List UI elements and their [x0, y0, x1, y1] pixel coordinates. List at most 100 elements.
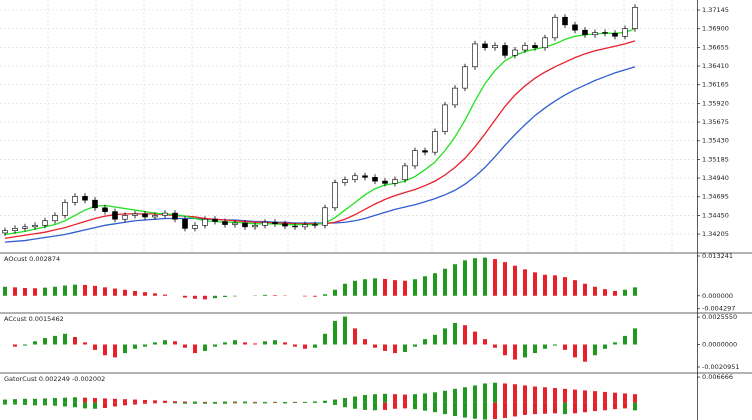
histogram-bar — [193, 295, 197, 299]
histogram-bar — [193, 401, 197, 403]
histogram-bar — [453, 402, 457, 417]
histogram-bar — [263, 294, 267, 296]
histogram-bar — [423, 402, 427, 411]
histogram-bar — [73, 284, 77, 296]
histogram-bar — [413, 394, 417, 403]
candle-body — [442, 104, 448, 132]
y-tick-label: 1.35185 — [702, 155, 729, 163]
candle-body — [92, 199, 98, 209]
candle-body — [2, 230, 8, 234]
histogram-bar — [523, 269, 527, 296]
histogram-bar — [103, 402, 107, 409]
histogram-bar — [443, 390, 447, 403]
histogram-bar — [353, 396, 357, 403]
histogram-bar — [23, 344, 27, 346]
candle-body — [222, 221, 228, 225]
histogram-bar — [483, 383, 487, 403]
y-tick-label: 1.34450 — [702, 211, 729, 219]
candle-body — [152, 215, 158, 218]
histogram-bar — [443, 402, 447, 415]
histogram-bar — [303, 295, 307, 297]
histogram-bar — [203, 402, 207, 404]
histogram-bar — [63, 402, 67, 407]
histogram-bar — [613, 342, 617, 345]
histogram-bar — [403, 344, 407, 353]
histogram-bar — [73, 397, 77, 403]
candle-body — [342, 179, 348, 183]
histogram-bar — [3, 402, 7, 405]
histogram-bar — [33, 341, 37, 345]
y-tick-label: 1.36165 — [702, 81, 729, 89]
histogram-bar — [93, 402, 97, 409]
candle-body — [112, 211, 118, 220]
histogram-bar — [323, 333, 327, 345]
histogram-bar — [283, 401, 287, 403]
histogram-bar — [293, 344, 297, 347]
histogram-bar — [463, 387, 467, 403]
candle-body — [182, 218, 188, 229]
histogram-bar — [133, 344, 137, 349]
histogram-bar — [403, 280, 407, 296]
histogram-bar — [623, 335, 627, 345]
histogram-bar — [233, 295, 237, 297]
histogram-bar — [623, 289, 627, 296]
histogram-bar — [393, 402, 397, 409]
histogram-bar — [203, 295, 207, 300]
histogram-bar — [223, 402, 227, 404]
candle-body — [292, 225, 298, 228]
histogram-bar — [363, 339, 367, 345]
histogram-bar — [233, 401, 237, 403]
candle-body — [242, 222, 248, 228]
histogram-bar — [323, 400, 327, 403]
histogram-bar — [553, 402, 557, 414]
histogram-bar — [183, 295, 187, 298]
histogram-bar — [273, 401, 277, 403]
histogram-bar — [253, 343, 257, 345]
histogram-bar — [343, 402, 347, 408]
histogram-bar — [563, 277, 567, 296]
histogram-bar — [383, 344, 387, 351]
histogram-bar — [573, 280, 577, 296]
candle-body — [32, 225, 38, 228]
histogram-bar — [373, 278, 377, 296]
y-tick-label: 0.000000 — [702, 292, 733, 300]
histogram-bar — [243, 342, 247, 345]
histogram-bar — [523, 402, 527, 415]
histogram-bar — [43, 287, 47, 296]
histogram-bar — [153, 293, 157, 296]
histogram-bar — [453, 388, 457, 403]
histogram-bar — [533, 344, 537, 354]
candle-body — [412, 150, 418, 167]
histogram-bar — [573, 402, 577, 414]
histogram-bar — [133, 399, 137, 403]
y-tick-label: 1.36655 — [702, 43, 729, 51]
histogram-bar — [493, 382, 497, 403]
histogram-bar — [383, 393, 387, 403]
pane-title: GatorCust 0.002249 -0.002002 — [4, 375, 105, 383]
histogram-bar — [173, 341, 177, 345]
histogram-bar — [433, 273, 437, 296]
histogram-bar — [373, 402, 377, 411]
histogram-bar — [583, 390, 587, 403]
pane-title: AOcust 0.002874 — [4, 255, 60, 263]
histogram-bar — [183, 344, 187, 348]
histogram-bar — [423, 393, 427, 403]
histogram-bar — [133, 290, 137, 296]
histogram-bar — [153, 402, 157, 404]
histogram-bar — [293, 401, 297, 403]
candle-body — [202, 218, 208, 226]
histogram-bar — [53, 335, 57, 345]
histogram-bar — [283, 342, 287, 345]
candle-body — [382, 180, 388, 184]
histogram-bar — [393, 280, 397, 296]
y-tick-label: 0.013241 — [702, 252, 733, 260]
histogram-bar — [123, 344, 127, 354]
histogram-bar — [123, 399, 127, 403]
candle-body — [82, 196, 88, 201]
histogram-bar — [213, 295, 217, 299]
histogram-bar — [343, 283, 347, 296]
moving-average-line — [4, 66, 636, 243]
histogram-bar — [463, 260, 467, 296]
histogram-bar — [143, 402, 147, 404]
